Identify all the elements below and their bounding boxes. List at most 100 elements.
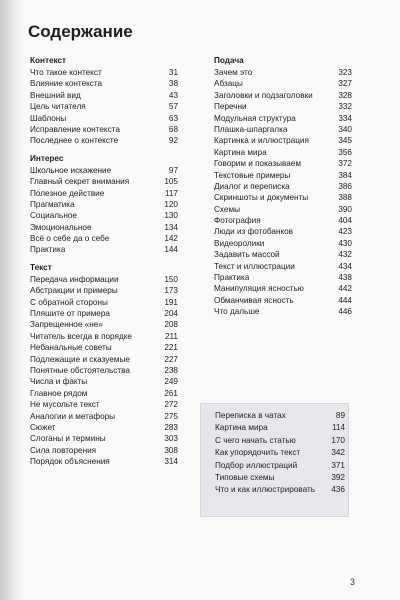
toc-entry[interactable]: Люди из фотобанков 423 — [214, 226, 352, 237]
toc-entry[interactable]: Практика 144 — [30, 244, 178, 255]
toc-entry[interactable]: Абзацы 327 — [214, 78, 352, 89]
toc-entry-title: Сила повторения — [30, 445, 97, 455]
toc-entry-title: Всё о себе да о себе — [30, 234, 110, 244]
toc-entry[interactable]: Сюжет 283 — [30, 422, 178, 433]
toc-entry[interactable]: Школьное искажение 97 — [30, 165, 178, 176]
toc-entry[interactable]: Внешний вид 43 — [30, 90, 178, 101]
toc-entry[interactable]: Текст и иллюстрации 434 — [214, 261, 352, 272]
toc-entry-title: Практика — [30, 245, 66, 255]
toc-entry[interactable]: Социальное 130 — [30, 210, 178, 221]
toc-entry-page: 92 — [168, 136, 178, 146]
toc-entry-page: 142 — [164, 234, 178, 244]
toc-entry[interactable]: Всё о себе да о себе 142 — [30, 233, 178, 244]
toc-entry[interactable]: Скриншоты и документы 388 — [214, 192, 352, 203]
toc-entry[interactable]: Картина мира 114 — [215, 422, 345, 434]
toc-entry[interactable]: Обманчивая ясность 444 — [214, 295, 352, 306]
toc-entry[interactable]: Модульная структура 334 — [214, 113, 352, 124]
toc-entry[interactable]: Задавить массой 432 — [214, 249, 352, 260]
toc-entry[interactable]: Небанальные советы 221 — [30, 342, 178, 353]
toc-entry[interactable]: Говорим и показываем 372 — [214, 158, 352, 169]
toc-entry-page: 204 — [164, 309, 178, 319]
toc-entry[interactable]: Запрещенное «не» 208 — [30, 319, 178, 330]
toc-entry[interactable]: Передача информации 150 — [30, 274, 178, 285]
toc-entry-page: 372 — [338, 159, 352, 169]
toc-entry[interactable]: Типовые схемы 392 — [215, 472, 345, 484]
toc-entry[interactable]: Прагматика 120 — [30, 199, 178, 210]
toc-entry[interactable]: Практика 438 — [214, 272, 352, 283]
toc-entry[interactable]: Главный секрет внимания 105 — [30, 176, 178, 187]
toc-entry[interactable]: Картина мира 356 — [214, 147, 352, 158]
toc-entry-title: Аналогии и метафоры — [30, 411, 116, 421]
toc-section: Текст Передача информации 150 Абстракции и … — [30, 263, 178, 468]
toc-entry[interactable]: Цель читателя 57 — [30, 101, 178, 112]
toc-entry-page: 38 — [168, 79, 178, 89]
toc-entry[interactable]: Зачем это 323 — [214, 67, 352, 78]
toc-entry-title: Эмоциональное — [30, 222, 92, 232]
toc-entry-page: 423 — [338, 227, 352, 237]
toc-entry[interactable]: Подбор иллюстраций 371 — [215, 460, 345, 472]
toc-entry-title: Главное рядом — [30, 388, 88, 398]
toc-entry-page: 211 — [164, 331, 178, 341]
toc-entry[interactable]: Видеоролики 430 — [214, 238, 352, 249]
toc-entry-title: Говорим и показываем — [214, 159, 301, 169]
toc-entry[interactable]: Порядок объяснения 314 — [30, 456, 178, 467]
toc-entry[interactable]: Схемы 390 — [214, 204, 352, 215]
toc-entry[interactable]: Что такое контекст 31 — [30, 67, 178, 78]
toc-entry-title: Текстовые примеры — [214, 170, 291, 180]
page-number: 3 — [350, 577, 356, 587]
toc-entry[interactable]: Диалог и переписка 386 — [214, 181, 352, 192]
toc-entry-title: Сюжет — [30, 422, 56, 432]
toc-entry[interactable]: Что дальше 446 — [214, 306, 352, 317]
toc-entry-title: Абстракции и примеры — [30, 286, 118, 296]
toc-entry-page: 144 — [164, 245, 178, 255]
toc-entry[interactable]: Манипуляция ясностью 442 — [214, 283, 352, 294]
toc-entry[interactable]: С чего начать статью 170 — [215, 435, 345, 447]
toc-entry[interactable]: Шаблоны 63 — [30, 113, 178, 124]
toc-entry[interactable]: Аналогии и метафоры 275 — [30, 411, 178, 422]
toc-entry-page: 170 — [331, 435, 345, 445]
toc-entry[interactable]: Влияние контекста 38 — [30, 78, 178, 89]
toc-entry[interactable]: Не мусольте текст 272 — [30, 399, 178, 410]
toc-entry-page: 430 — [338, 238, 352, 248]
toc-entry[interactable]: С обратной стороны 191 — [30, 297, 178, 308]
toc-entry[interactable]: Абстракции и примеры 173 — [30, 285, 178, 296]
toc-entry[interactable]: Числа и факты 249 — [30, 376, 178, 387]
toc-entry[interactable]: Слоганы и термины 303 — [30, 433, 178, 444]
toc-entry-title: Передача информации — [30, 274, 119, 284]
toc-entry[interactable]: Читатель всегда в порядке 211 — [30, 331, 178, 342]
toc-entry[interactable]: Главное рядом 261 — [30, 388, 178, 399]
toc-entry[interactable]: Текстовые примеры 384 — [214, 170, 352, 181]
toc-entry[interactable]: Что и как иллюстрировать 436 — [215, 484, 345, 496]
toc-entry[interactable]: Картинка и иллюстрация 345 — [214, 135, 352, 146]
toc-entry[interactable]: Исправление контекста 68 — [30, 124, 178, 135]
page-title: Содержание — [28, 22, 133, 41]
toc-entry[interactable]: Сила повторения 308 — [30, 445, 178, 456]
toc-entry-title: Что дальше — [214, 307, 260, 317]
toc-entry-page: 275 — [164, 411, 178, 421]
toc-entry-title: Модульная структура — [214, 113, 296, 123]
toc-entry-title: Пляшите от примера — [30, 309, 110, 319]
toc-entry-title: Типовые схемы — [215, 472, 275, 482]
toc-entry-title: С чего начать статью — [215, 435, 296, 445]
toc-entry[interactable]: Подлежащие и сказуемые 227 — [30, 354, 178, 365]
toc-entry-page: 208 — [164, 320, 178, 330]
toc-entry[interactable]: Фотография 404 — [214, 215, 352, 226]
toc-entry-page: 97 — [168, 165, 178, 175]
toc-entry-page: 334 — [338, 113, 352, 123]
toc-entry-title: Перечни — [214, 102, 247, 112]
toc-entry[interactable]: Заголовки и подзаголовки 328 — [214, 90, 352, 101]
toc-entry[interactable]: Переписка в чатах 89 — [215, 410, 345, 422]
toc-entry-page: 442 — [338, 284, 352, 294]
toc-entry[interactable]: Понятные обстоятельства 238 — [30, 365, 178, 376]
toc-entry-page: 31 — [168, 68, 178, 77]
toc-entry[interactable]: Полезное действие 117 — [30, 188, 178, 199]
toc-entry[interactable]: Плашка-шпаргалка 340 — [214, 124, 352, 135]
toc-entry-title: Небанальные советы — [30, 343, 112, 353]
toc-entry[interactable]: Перечни 332 — [214, 101, 352, 112]
toc-entry[interactable]: Как упорядочить текст 342 — [215, 447, 345, 459]
toc-entry-page: 386 — [338, 181, 352, 191]
toc-entry[interactable]: Пляшите от примера 204 — [30, 308, 178, 319]
toc-entry-title: Что и как иллюстрировать — [215, 485, 315, 495]
toc-entry[interactable]: Эмоциональное 134 — [30, 222, 178, 233]
toc-entry[interactable]: Последнее о контексте 92 — [30, 135, 178, 146]
